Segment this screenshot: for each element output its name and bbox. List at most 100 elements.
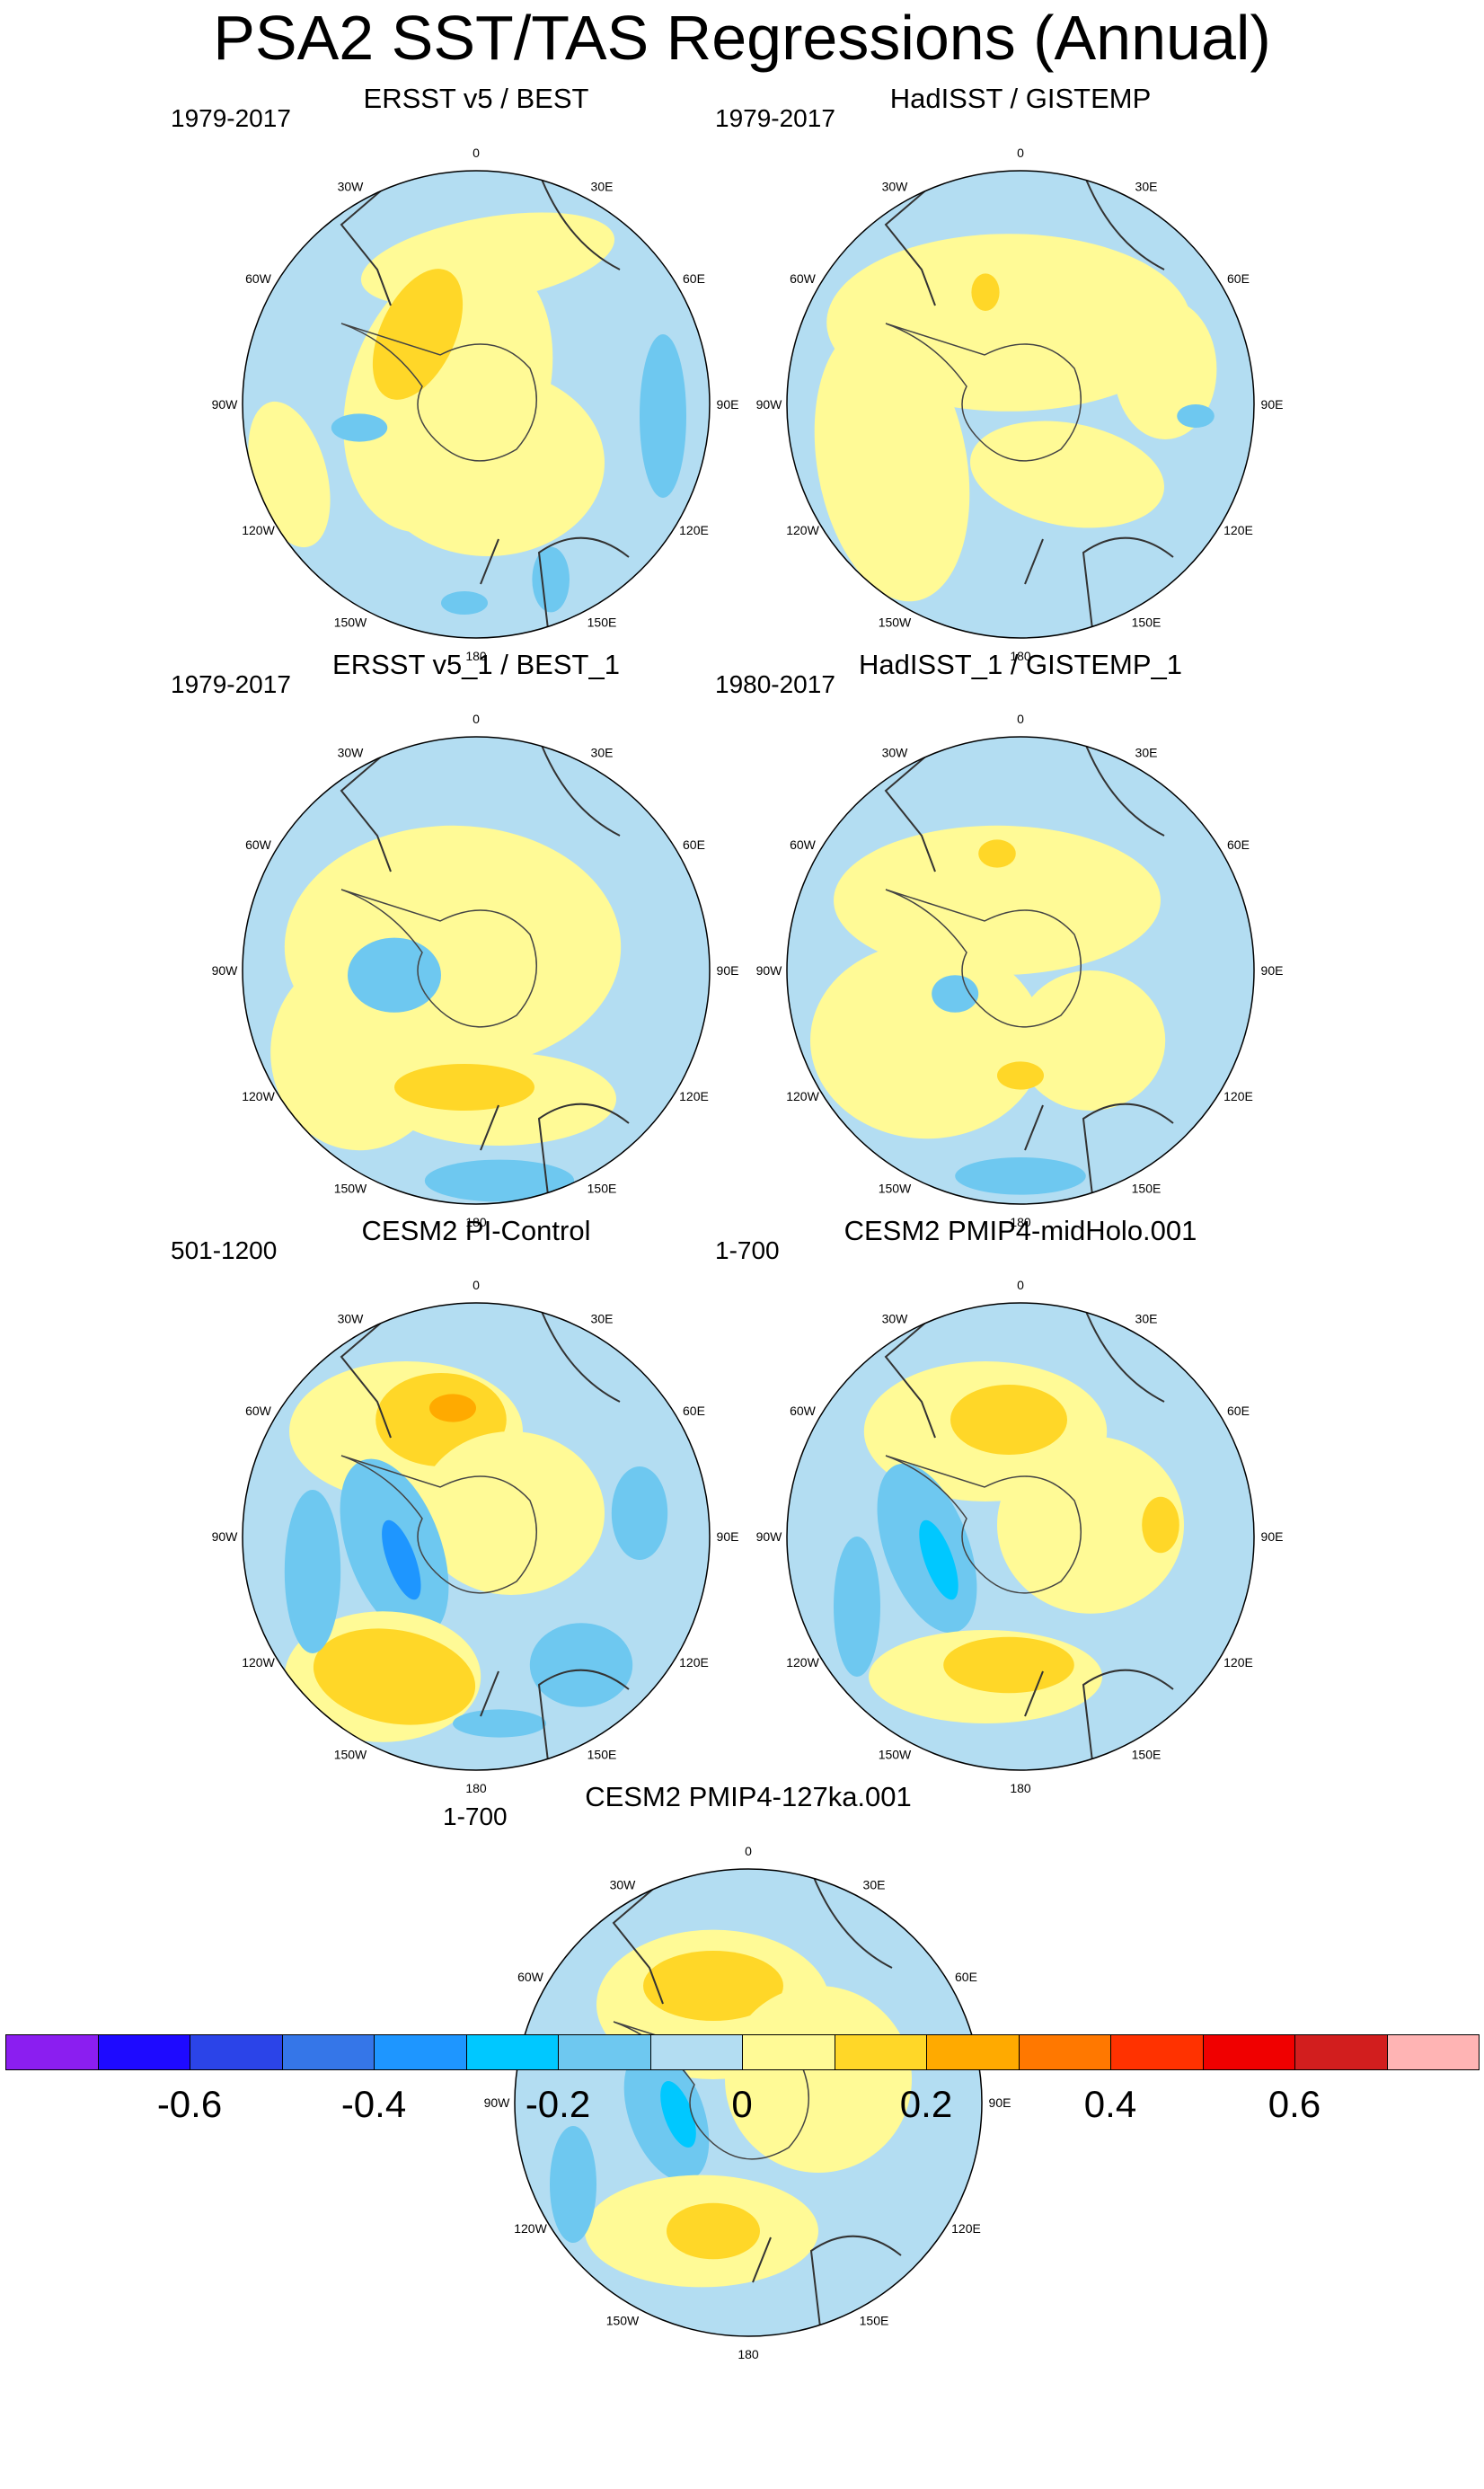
panel-title: HadISST / GISTEMP (889, 83, 1152, 114)
anomaly-region (834, 825, 1161, 976)
africa-coastline (1082, 172, 1165, 270)
longitude-label: 60W (245, 271, 272, 286)
anomaly-region (394, 1064, 534, 1111)
antarctica-coastline (885, 889, 1082, 1028)
longitude-label: 0 (745, 1844, 752, 1858)
map-panel: CESM2 PMIP4-midHolo.001 1-700 0 30E 60E 90E 12… (715, 1215, 1290, 1806)
africa-coastline (538, 738, 621, 837)
longitude-label: 180 (465, 1781, 487, 1795)
longitude-label: 30W (338, 180, 365, 194)
australia-coastline (809, 2235, 902, 2328)
colorbar-swatch (926, 2034, 1020, 2070)
africa-coastline (538, 172, 621, 270)
south-america-coastline (612, 1869, 677, 2005)
anomaly-region (611, 1466, 668, 1560)
antarctica-coastline (340, 889, 538, 1028)
longitude-label: 120E (679, 1089, 709, 1103)
map-panel: HadISST_1 / GISTEMP_1 1980-2017 0 30E 60E 90E… (715, 649, 1290, 1240)
africa-coastline (538, 1304, 621, 1403)
colorbar-swatch (834, 2034, 927, 2070)
longitude-label: 90W (756, 1529, 783, 1544)
panel-period: 501-1200 (171, 1236, 278, 1264)
longitude-label: 90W (212, 963, 239, 978)
anomaly-region (372, 269, 464, 400)
longitude-label: 120E (1223, 1089, 1253, 1103)
longitude-label: 150E (587, 1181, 617, 1195)
map-border (242, 170, 711, 639)
anomaly-region (532, 546, 570, 613)
longitude-label: 180 (465, 649, 487, 663)
antarctica-coastline (885, 1455, 1082, 1594)
australia-coastline (1082, 1669, 1174, 1762)
longitude-label: 60W (790, 271, 817, 286)
panel-period: 1979-2017 (171, 670, 291, 698)
anomaly-region (1015, 970, 1166, 1111)
longitude-label: 180 (738, 2347, 759, 2361)
longitude-label: 30E (1135, 1312, 1158, 1326)
antarctica-coastline (885, 323, 1082, 462)
colorbar-label: 0 (731, 2083, 753, 2125)
longitude-label: 150E (1132, 1181, 1162, 1195)
longitude-label: 30W (338, 746, 365, 760)
longitude-label: 120W (242, 523, 275, 537)
longitude-label: 60W (517, 1970, 544, 1984)
anomaly-region (284, 1490, 341, 1653)
longitude-label: 30W (338, 1312, 365, 1326)
anomaly-region (955, 1157, 1086, 1195)
longitude-label: 60E (683, 271, 705, 286)
panel-title: CESM2 PI-Control (361, 1215, 591, 1246)
anomaly-region (667, 2202, 760, 2260)
anomaly-region (313, 1628, 476, 1725)
colorbar-swatch (1386, 2034, 1480, 2070)
longitude-label: 90E (1261, 963, 1284, 978)
longitude-label: 0 (1017, 1278, 1024, 1292)
colorbar-swatch (649, 2034, 743, 2070)
australia-coastline (537, 1669, 630, 1762)
longitude-label: 30W (882, 1312, 909, 1326)
anomaly-region (643, 1951, 783, 2021)
longitude-label: 150E (860, 2313, 889, 2327)
new-zealand-coastline (1024, 1104, 1044, 1151)
polar-map: 0 30E 60E 90E 120E 150E 180 150W 120W 90W 60W 30W (756, 1278, 1284, 1795)
longitude-label: 60E (1227, 837, 1250, 852)
longitude-label: 90E (1261, 1529, 1284, 1544)
anomaly-region (834, 1537, 880, 1677)
south-america-coastline (340, 737, 405, 872)
longitude-label: 90E (717, 963, 739, 978)
anomaly-region (441, 591, 488, 615)
longitude-label: 30E (591, 180, 614, 194)
longitude-label: 150E (587, 1747, 617, 1761)
colorbar-label: 0.4 (1083, 2083, 1137, 2125)
longitude-label: 90E (989, 2095, 1011, 2110)
panel-period: 1980-2017 (715, 670, 835, 698)
longitude-label: 120E (679, 523, 709, 537)
anomaly-region (725, 1986, 912, 2173)
colorbar-swatch (1110, 2034, 1204, 2070)
australia-coastline (537, 1103, 630, 1196)
new-zealand-coastline (480, 1104, 499, 1151)
colorbar-label: -0.2 (525, 2083, 591, 2125)
anomaly-region (919, 1519, 958, 1600)
longitude-label: 150W (606, 2313, 640, 2327)
longitude-label: 150W (879, 615, 912, 629)
panel-title: ERSST v5 / BEST (363, 83, 589, 114)
anomaly-region (814, 323, 970, 602)
colorbar-swatch (1018, 2034, 1111, 2070)
longitude-label: 90E (717, 397, 739, 412)
longitude-label: 60E (683, 1404, 705, 1418)
map-border (242, 736, 711, 1205)
colorbar-label: -0.6 (156, 2083, 223, 2125)
anomaly-region (550, 2126, 596, 2243)
polar-map: 0 30E 60E 90E 120E 150E 180 150W 120W 90W 60W 30W (212, 1278, 739, 1795)
anomaly-region (997, 1436, 1184, 1614)
longitude-label: 60E (955, 1970, 977, 1984)
longitude-label: 0 (1017, 712, 1024, 726)
africa-coastline (810, 1870, 893, 1969)
south-america-coastline (340, 171, 405, 306)
new-zealand-coastline (1024, 1670, 1044, 1717)
longitude-label: 120E (1223, 1655, 1253, 1670)
anomaly-region (348, 937, 441, 1013)
anomaly-region (950, 1385, 1067, 1455)
colorbar-swatch (5, 2034, 99, 2070)
longitude-label: 30W (610, 1878, 637, 1892)
